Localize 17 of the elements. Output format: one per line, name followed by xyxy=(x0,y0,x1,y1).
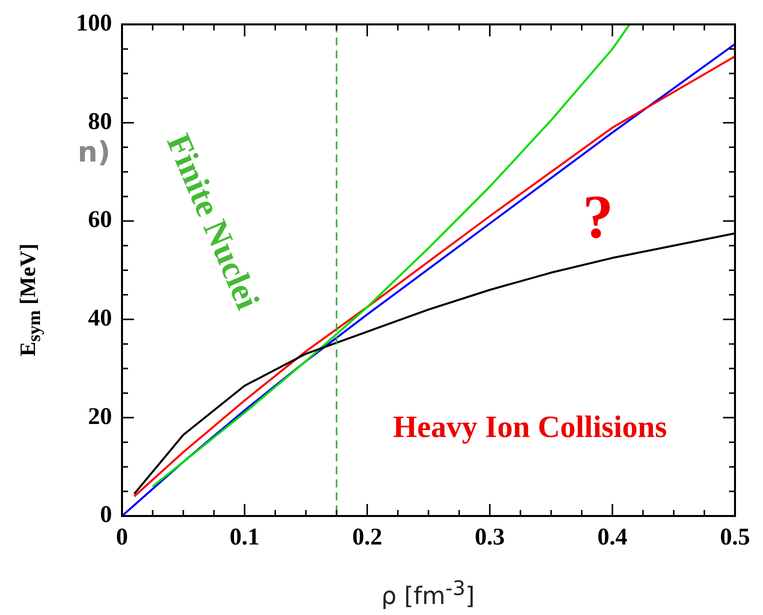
y-tick-label: 80 xyxy=(88,108,112,135)
y-tick-label: 0 xyxy=(100,502,112,528)
annotation: Heavy Ion Collisions xyxy=(393,409,667,445)
x-tick-label: 0.2 xyxy=(352,524,382,551)
x-tick-label: 0.1 xyxy=(230,524,260,551)
x-tick-label: 0.3 xyxy=(474,524,505,551)
text: n) xyxy=(78,136,110,168)
y-tick-label: 20 xyxy=(88,404,112,430)
y-tick-label: 40 xyxy=(88,306,112,332)
annotation: Finite Nuclei xyxy=(158,128,266,316)
x-tick-label: 0.5 xyxy=(720,524,750,551)
y-tick-label: 100 xyxy=(76,10,112,37)
y-tick-label: 60 xyxy=(88,207,112,234)
x-tick-label: 0 xyxy=(116,524,128,551)
x-axis-title: ρ [fm$^{-3}$] xyxy=(381,576,475,610)
annotation: ? xyxy=(582,182,614,254)
x-tick-label: 0.4 xyxy=(597,524,628,551)
